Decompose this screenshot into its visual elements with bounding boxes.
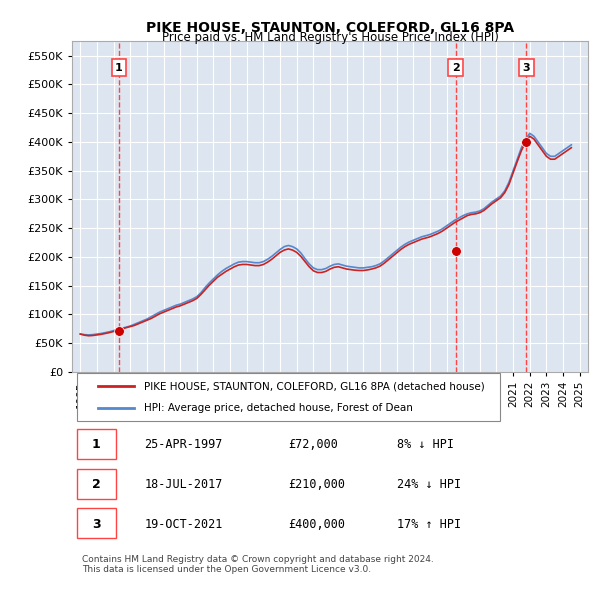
Text: 25-APR-1997: 25-APR-1997 [144,438,223,451]
FancyBboxPatch shape [77,373,500,421]
Text: 1: 1 [115,63,123,73]
Text: 18-JUL-2017: 18-JUL-2017 [144,478,223,491]
Text: 3: 3 [92,518,101,531]
FancyBboxPatch shape [77,429,116,458]
Text: HPI: Average price, detached house, Forest of Dean: HPI: Average price, detached house, Fore… [144,404,413,414]
Text: 8% ↓ HPI: 8% ↓ HPI [397,438,454,451]
Text: PIKE HOUSE, STAUNTON, COLEFORD, GL16 8PA (detached house): PIKE HOUSE, STAUNTON, COLEFORD, GL16 8PA… [144,381,485,391]
Text: PIKE HOUSE, STAUNTON, COLEFORD, GL16 8PA: PIKE HOUSE, STAUNTON, COLEFORD, GL16 8PA [146,21,514,35]
Text: 24% ↓ HPI: 24% ↓ HPI [397,478,461,491]
FancyBboxPatch shape [77,468,116,499]
Text: £72,000: £72,000 [289,438,338,451]
Text: 19-OCT-2021: 19-OCT-2021 [144,518,223,531]
Text: 2: 2 [452,63,460,73]
Text: Price paid vs. HM Land Registry's House Price Index (HPI): Price paid vs. HM Land Registry's House … [161,31,499,44]
Text: £400,000: £400,000 [289,518,346,531]
Text: 17% ↑ HPI: 17% ↑ HPI [397,518,461,531]
Text: 3: 3 [523,63,530,73]
Text: £210,000: £210,000 [289,478,346,491]
Text: 1: 1 [92,438,101,451]
Text: 2: 2 [92,478,101,491]
FancyBboxPatch shape [77,509,116,538]
Text: Contains HM Land Registry data © Crown copyright and database right 2024.
This d: Contains HM Land Registry data © Crown c… [82,555,434,574]
